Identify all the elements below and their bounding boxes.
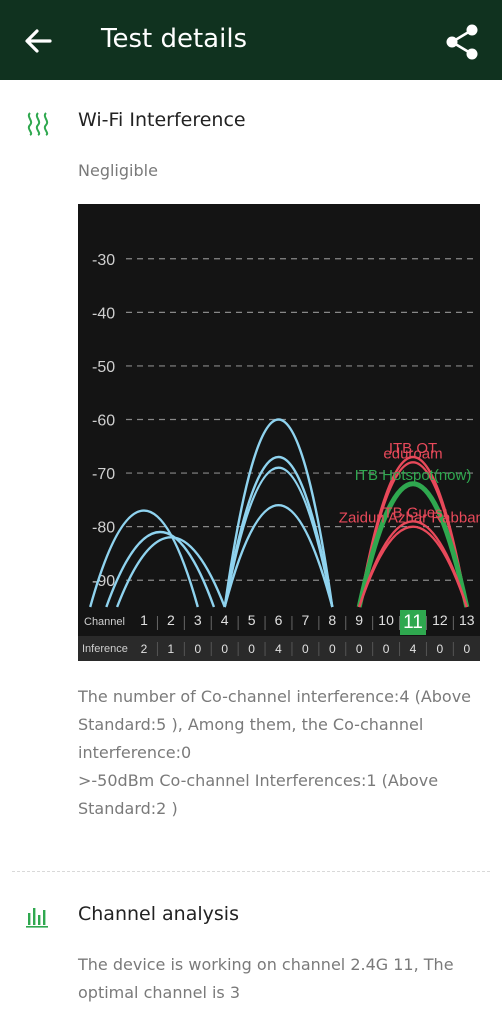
interference-count: 0 [383,642,390,656]
interference-count: 4 [410,642,417,656]
channel-tick-label: 3 [194,612,202,628]
app-bar: Test details [0,0,502,80]
network-label: Zaidun Azhar Rabbani [339,510,480,527]
channel-tick-label: 11 [403,612,423,633]
network-signal-curve [358,525,468,608]
channel-tick-label: 10 [378,612,394,628]
description-line: Standard:5 ), Among them, the Co-channel [78,715,424,734]
channel-analysis-header: Channel analysis [0,895,502,935]
channel-analysis-line: The device is working on channel 2.4G 11… [78,955,454,974]
y-tick-label: -30 [92,252,115,269]
interference-count: 0 [194,642,201,656]
channel-tick-label: 12 [432,612,448,628]
y-tick-label: -60 [92,413,115,430]
description-line: >-50dBm Co-channel Interferences:1 (Abov… [78,771,439,790]
interference-count: 2 [141,642,148,656]
bar-chart-icon [26,908,48,928]
channel-analysis-title: Channel analysis [78,903,239,925]
channel-tick-label: 7 [302,612,310,628]
interference-count: 0 [356,642,363,656]
network-signal-curve [223,418,334,608]
description-line: The number of Co-channel interference:4 … [78,687,472,706]
network-signal-curve [223,504,334,608]
interference-count: 0 [329,642,336,656]
interference-count: 0 [221,642,228,656]
interference-count: 0 [248,642,255,656]
current-channel-highlight [400,610,426,635]
network-label: eduroam [383,445,442,462]
channel-tick-label: 8 [328,612,336,628]
wifi-interference-title: Wi-Fi Interference [78,109,246,131]
network-signal-curve [223,466,334,608]
channel-tick-label: 6 [275,612,283,628]
share-icon[interactable] [440,22,484,62]
interference-count: 0 [437,642,444,656]
description-line: Standard:2 ) [78,799,178,818]
channel-tick-label: 1 [140,612,148,628]
interference-level: Negligible [78,161,158,180]
channel-row-label: Channel [84,616,125,628]
channel-interference-chart: -30 -40 -50 -60 -70 -80 -90 eduroam ITB OT ITB Ho… [78,204,480,661]
interference-count: 4 [275,642,282,656]
network-signal-curve [356,481,470,608]
wifi-interference-header: Wi-Fi Interference [0,101,502,141]
channel-tick-label: 4 [221,612,229,628]
description-line: interference:0 [78,743,192,762]
network-signal-curve [105,530,216,608]
section-divider [12,871,490,872]
channel-tick-label: 9 [355,612,363,628]
interference-row-label: Inference [82,643,128,655]
y-tick-label: -80 [92,520,115,537]
network-label: ITB OT [389,440,437,457]
y-tick-label: -50 [92,359,115,376]
channel-analysis-line: optimal channel is 3 [78,983,241,1002]
network-signal-curve [223,455,334,608]
network-label: ITB Guest [379,504,447,521]
network-signal-curve [89,509,199,608]
y-tick-label: -70 [92,466,115,483]
interference-count: 1 [168,642,175,656]
channel-tick-label: 13 [459,612,475,628]
y-tick-label: -40 [92,305,115,322]
network-signal-curve [115,536,226,608]
back-arrow-icon[interactable] [20,22,58,60]
y-tick-label: -90 [92,573,115,590]
interference-count: 0 [302,642,309,656]
interference-row [78,636,480,661]
page-title: Test details [101,24,248,54]
interference-count: 0 [463,642,470,656]
channel-tick-label: 5 [248,612,256,628]
network-label: ITB Hotspot(now) [355,467,472,484]
wifi-waves-icon [27,112,49,136]
channel-tick-label: 2 [167,612,175,628]
network-signal-curve [358,455,468,608]
